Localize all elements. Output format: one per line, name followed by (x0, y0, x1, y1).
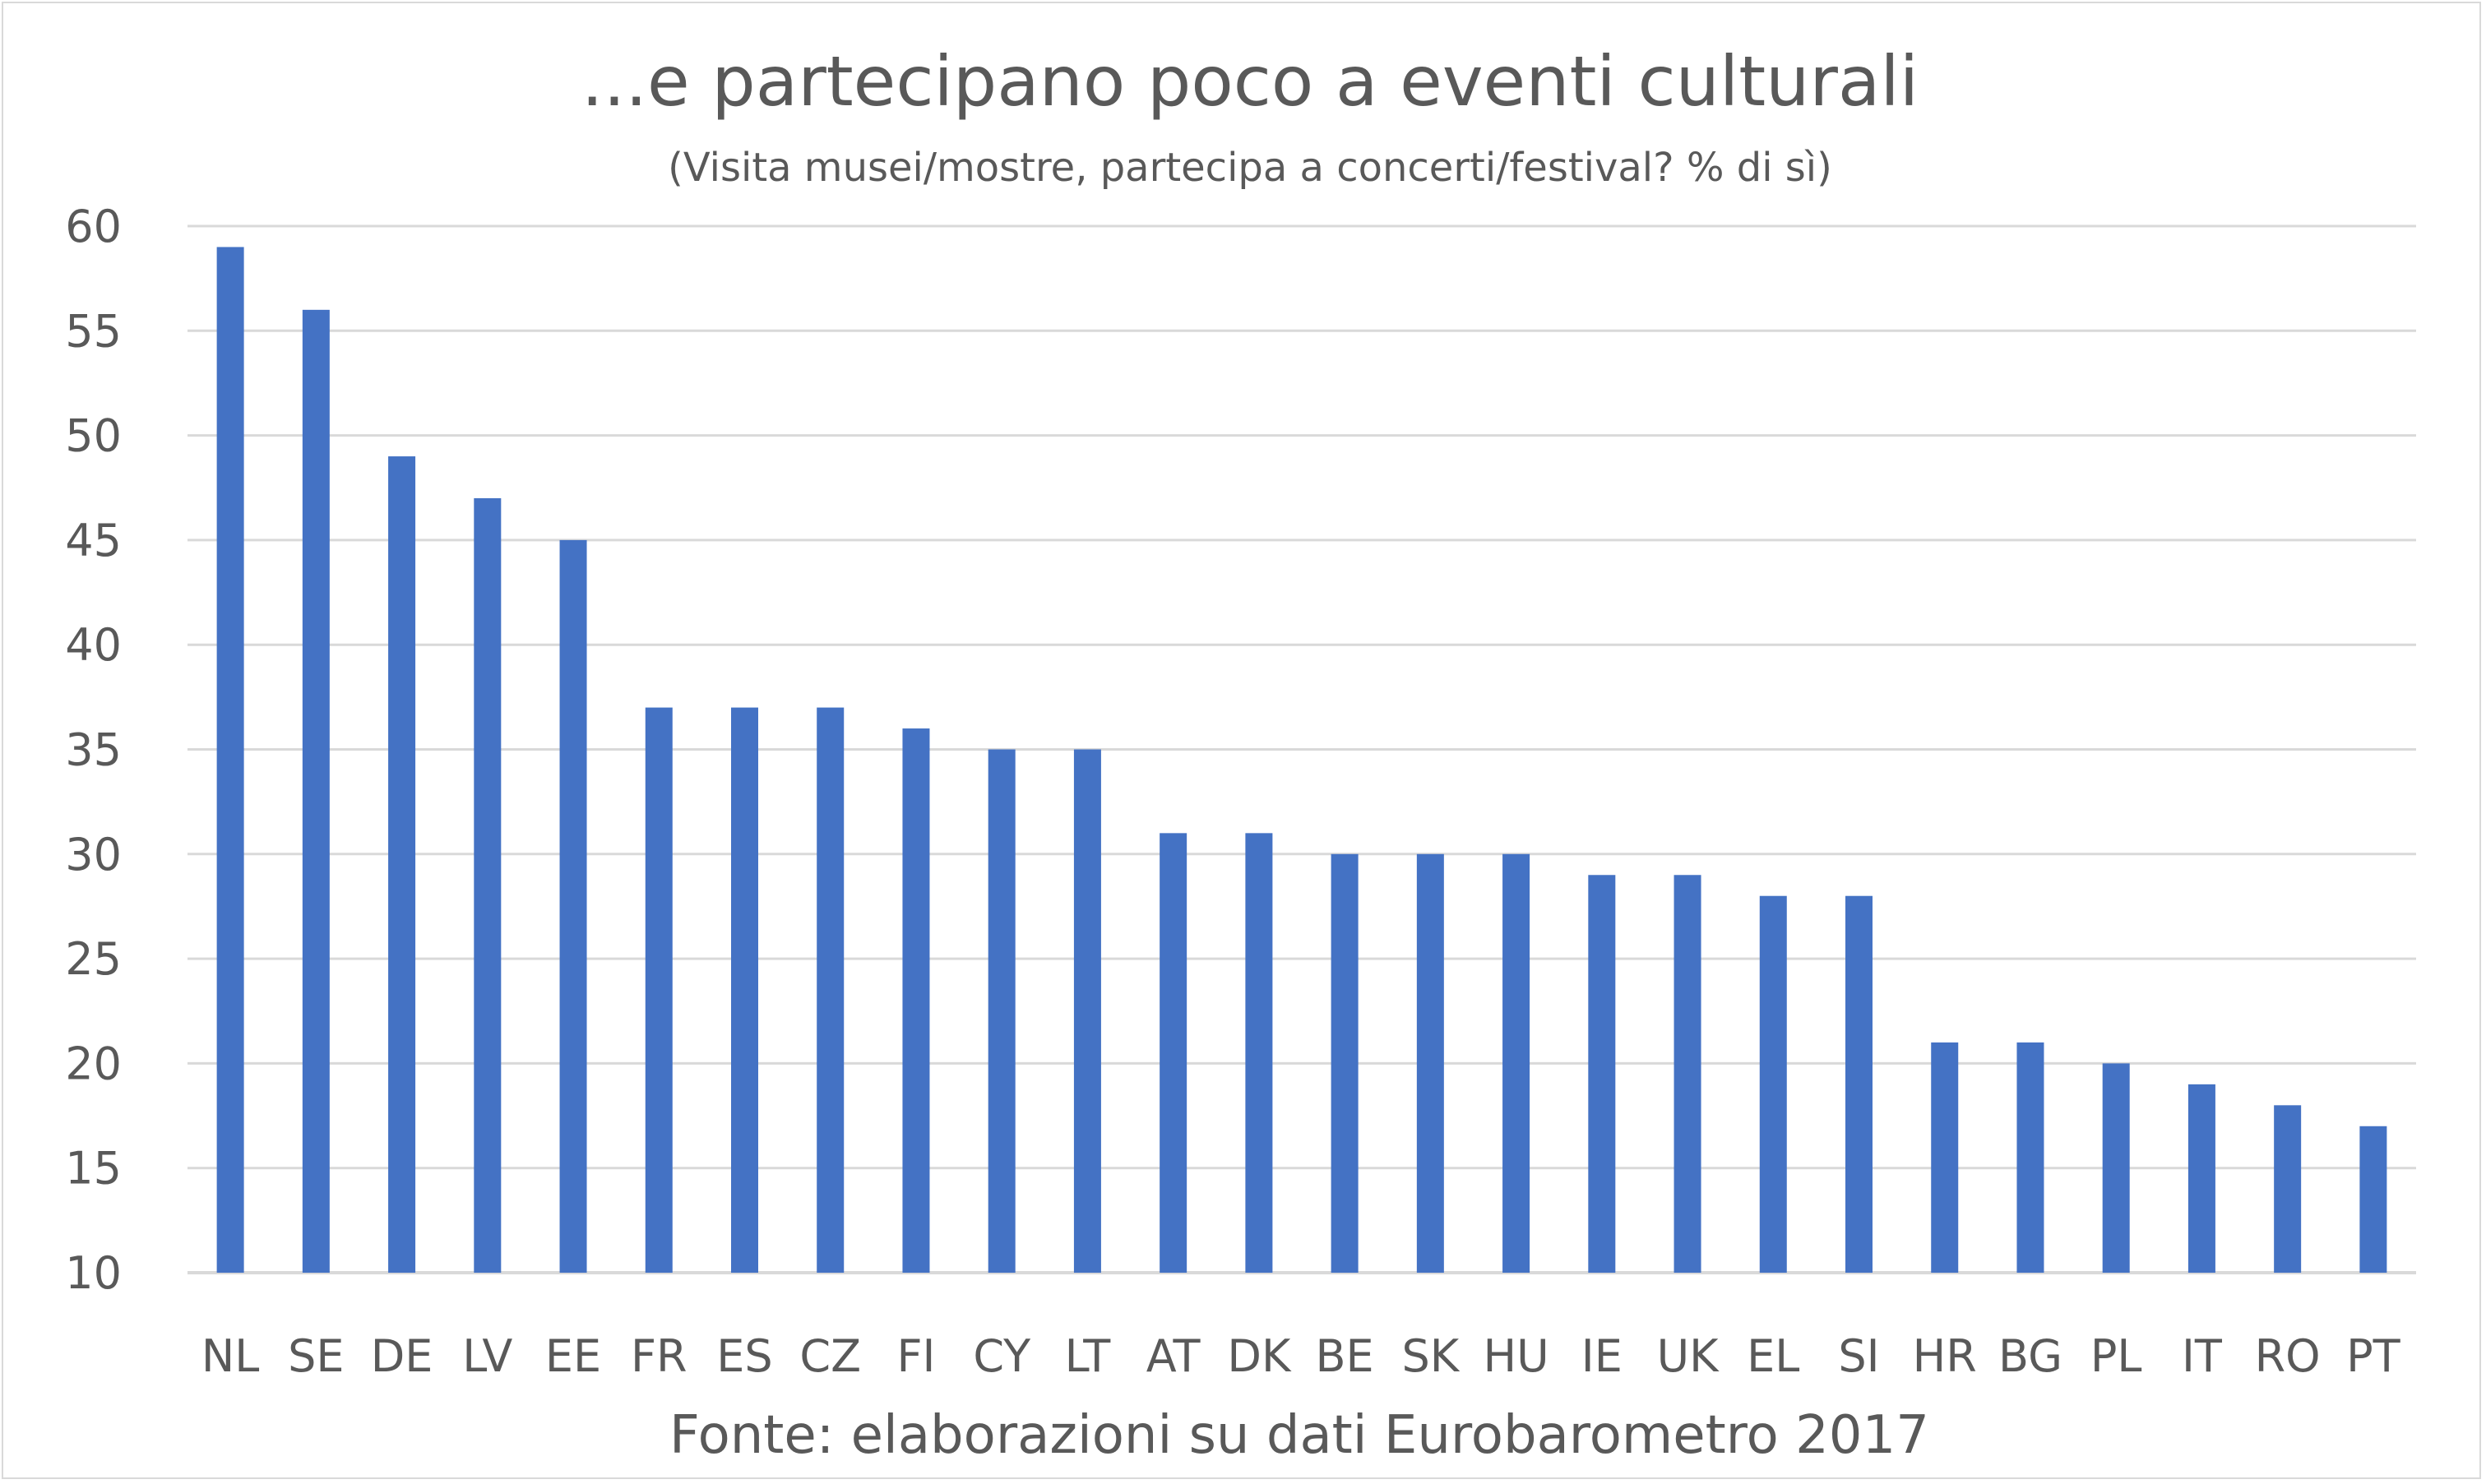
x-tick-label: IE (1581, 1330, 1623, 1382)
y-tick-label: 10 (65, 1247, 122, 1299)
bar-sk (1416, 853, 1444, 1273)
x-tick-label: PL (2090, 1330, 2142, 1382)
x-tick-label: LT (1065, 1330, 1112, 1382)
chart-subtitle: (Visita musei/mostre, partecipa a concer… (668, 145, 1832, 191)
bar-pl (2102, 1063, 2130, 1273)
y-tick-label: 50 (65, 410, 122, 462)
x-tick-label: HU (1484, 1330, 1549, 1382)
x-tick-label: DK (1227, 1330, 1292, 1382)
x-tick-label: BE (1316, 1330, 1374, 1382)
bar-be (1331, 853, 1359, 1273)
x-tick-label: IT (2182, 1330, 2223, 1382)
y-tick-label: 15 (65, 1143, 122, 1195)
y-tick-label: 30 (65, 829, 122, 881)
chart-source: Fonte: elaborazioni su dati Eurobarometr… (669, 1405, 1929, 1466)
bar-el (1759, 895, 1787, 1273)
bar-si (1845, 895, 1873, 1273)
x-tick-label: HR (1913, 1330, 1977, 1382)
y-tick-label: 55 (65, 305, 122, 357)
bar-bg (2016, 1042, 2044, 1273)
y-axis-ticks: 10 15 20 25 30 35 40 45 50 55 60 (65, 201, 122, 1299)
x-tick-label: SK (1401, 1330, 1460, 1382)
bar-ee (559, 539, 587, 1273)
bar-es (731, 707, 758, 1273)
y-tick-label: 35 (65, 724, 122, 776)
bar-ie (1588, 875, 1616, 1273)
bar-uk (1674, 875, 1701, 1273)
x-tick-label: SE (288, 1330, 344, 1382)
x-tick-label: UK (1657, 1330, 1720, 1382)
bar-nl (216, 247, 244, 1274)
bar-fi (902, 728, 930, 1273)
x-tick-label: SI (1838, 1330, 1879, 1382)
bar-dk (1245, 833, 1273, 1273)
x-tick-label: CZ (799, 1330, 861, 1382)
x-tick-label: BG (1998, 1330, 2062, 1382)
bar-fr (645, 707, 673, 1273)
y-tick-label: 20 (65, 1038, 122, 1089)
gridlines (187, 224, 2416, 1274)
bar-pt (2359, 1126, 2387, 1273)
bar-hu (1502, 853, 1530, 1273)
x-axis-ticks: NL SE DE LV EE FR ES CZ FI CY LT AT DK BE SK HU IE UK EL SI… (201, 1330, 2401, 1382)
x-tick-label: CY (973, 1330, 1031, 1382)
bar-hr (1931, 1042, 1959, 1273)
bar-it (2187, 1084, 2215, 1273)
bar-cz (817, 707, 845, 1273)
bar-at (1160, 833, 1187, 1273)
bars (216, 247, 2387, 1274)
x-tick-label: ES (716, 1330, 772, 1382)
y-tick-label: 40 (65, 619, 122, 671)
x-tick-label: LV (462, 1330, 512, 1382)
x-tick-label: RO (2255, 1330, 2321, 1382)
x-tick-label: PT (2346, 1330, 2401, 1382)
bar-de (388, 456, 416, 1273)
x-tick-label: DE (371, 1330, 433, 1382)
bar-lt (1073, 749, 1101, 1273)
chart-title: ...e partecipano poco a eventi culturali (581, 41, 1919, 122)
x-tick-label: AT (1146, 1330, 1201, 1382)
y-tick-label: 45 (65, 515, 122, 566)
x-tick-label: FI (896, 1330, 935, 1382)
x-tick-label: FR (631, 1330, 687, 1382)
y-tick-label: 25 (65, 933, 122, 985)
bar-cy (988, 749, 1016, 1273)
y-tick-label: 60 (65, 201, 122, 252)
x-tick-label: EE (545, 1330, 601, 1382)
x-tick-label: NL (201, 1330, 259, 1382)
bar-se (302, 309, 330, 1274)
x-tick-label: EL (1747, 1330, 1799, 1382)
bar-lv (474, 497, 502, 1273)
bar-ro (2274, 1105, 2302, 1273)
